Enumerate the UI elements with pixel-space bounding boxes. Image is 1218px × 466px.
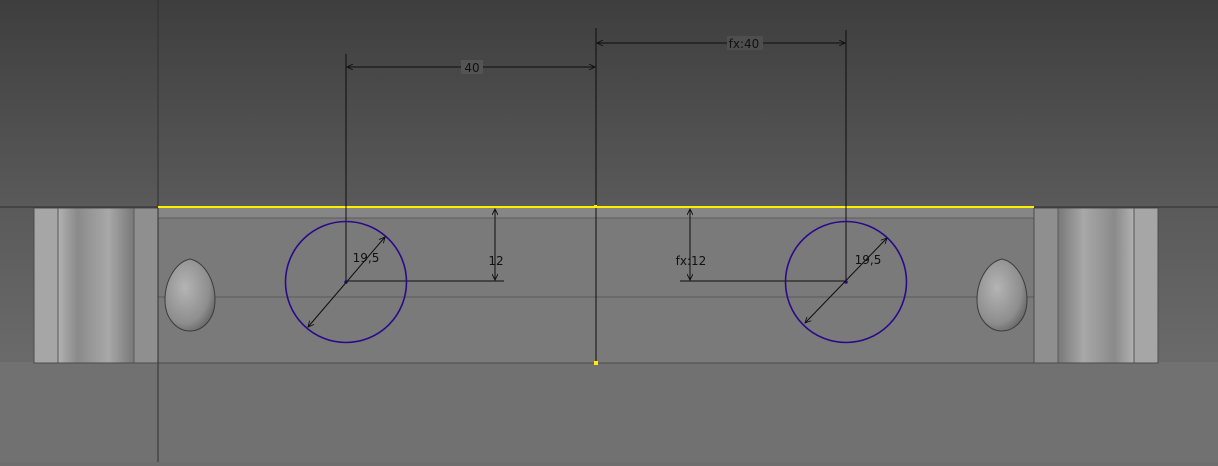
left-horizontal-label-bg: [461, 60, 483, 74]
lower-background: [0, 362, 1218, 462]
right-end-cap: [1033, 207, 1159, 364]
left-diameter-dimension-value[interactable]: 19,5: [353, 251, 380, 265]
right-diameter-dimension[interactable]: [805, 238, 887, 323]
left-horizontal-dimension-value[interactable]: 40: [464, 61, 479, 75]
right-vertical-dimension-value[interactable]: fx:12: [676, 254, 707, 268]
center-point[interactable]: [594, 361, 598, 365]
right-sketch-circle[interactable]: [784, 220, 908, 344]
left-sketch-circle[interactable]: [284, 220, 408, 344]
left-end-cap: [33, 207, 159, 364]
right-horizontal-dimension-value[interactable]: fx:40: [729, 37, 760, 51]
right-drop-hole: [976, 258, 1028, 332]
right-horizontal-label-bg: [727, 36, 763, 50]
edge-midpoint: [594, 205, 597, 208]
left-vertical-dimension-value[interactable]: 12: [488, 254, 503, 268]
left-drop-hole: [164, 258, 216, 332]
right-diameter-dimension-value[interactable]: 19,5: [855, 253, 882, 267]
left-diameter-dimension[interactable]: [308, 237, 385, 327]
